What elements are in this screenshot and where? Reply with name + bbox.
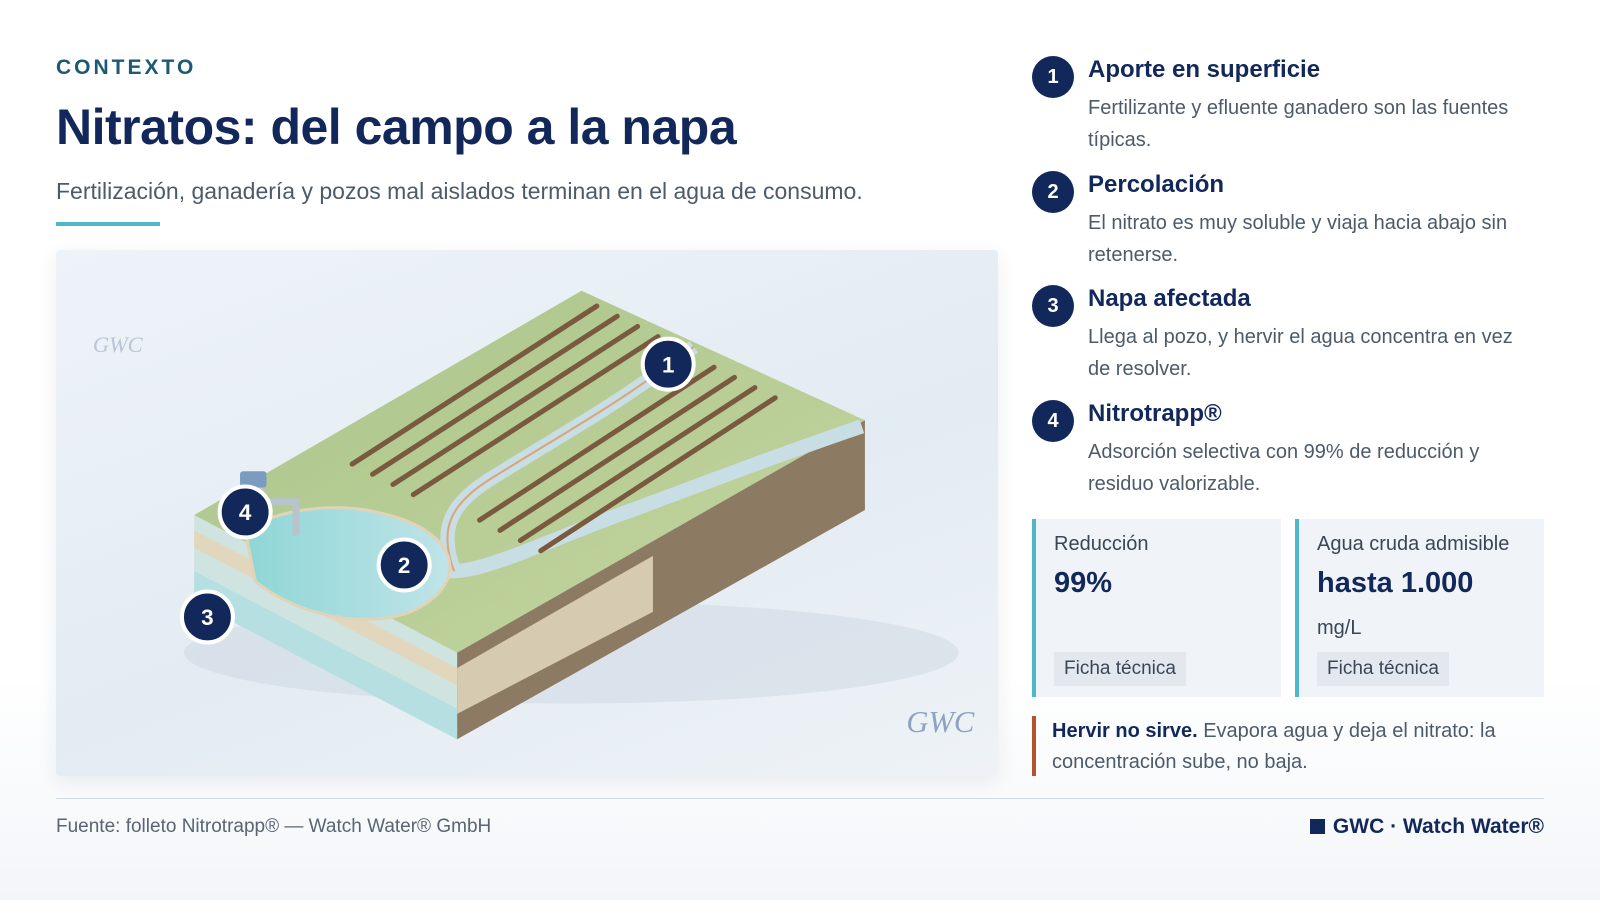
stat-value: hasta 1.000 bbox=[1317, 567, 1474, 599]
brand-text: GWC · Watch Water® bbox=[1332, 815, 1544, 838]
callout-badge bbox=[376, 537, 432, 593]
step-number: 3 bbox=[1032, 285, 1074, 327]
crop-rows bbox=[349, 303, 778, 554]
callouts: 1 2 3 4 bbox=[179, 336, 696, 645]
step-text: Adsorción selectiva con 99% de reducción… bbox=[1088, 441, 1480, 495]
stat-card: Reducción 99% Ficha técnica bbox=[1032, 519, 1281, 697]
step-text: Fertilizante y efluente ganadero son las… bbox=[1088, 97, 1509, 151]
accent-bar bbox=[56, 222, 160, 226]
watermark: GWC bbox=[906, 705, 975, 739]
right-soil bbox=[457, 555, 653, 714]
stat-value: 99% bbox=[1054, 567, 1113, 599]
stat-label: Agua cruda admisible bbox=[1317, 533, 1510, 555]
title: Nitratos: del campo a la napa bbox=[56, 99, 737, 155]
note-text: Evapora agua y deja el nitrato: la conce… bbox=[1052, 720, 1496, 773]
pump bbox=[240, 471, 267, 488]
aquifer-layer bbox=[194, 571, 458, 740]
callout-badge bbox=[640, 336, 696, 392]
note: Hervir no sirve. Evapora agua y deja el … bbox=[1032, 716, 1552, 776]
brand: GWC · Watch Water® bbox=[1309, 815, 1544, 839]
stat-link[interactable]: Ficha técnica bbox=[1054, 652, 1186, 686]
callout-badge bbox=[217, 484, 273, 540]
callout-number: 1 bbox=[662, 352, 674, 377]
brand-mark bbox=[1309, 819, 1325, 834]
stat-card: Agua cruda admisible hasta 1.000 mg/L Ficha… bbox=[1295, 519, 1544, 697]
nitrate-flow bbox=[446, 346, 695, 572]
step-title: Napa afectada bbox=[1088, 285, 1251, 312]
stat-label: Reducción bbox=[1054, 533, 1149, 555]
step-number: 2 bbox=[1032, 171, 1074, 213]
callout-badge bbox=[179, 589, 235, 645]
source: Fuente: folleto Nitrotrapp® — Watch Wate… bbox=[56, 816, 492, 837]
step-text: El nitrato es muy soluble y viaja hacia … bbox=[1088, 212, 1508, 266]
step-number: 1 bbox=[1032, 56, 1074, 98]
footer-rule bbox=[56, 798, 1544, 799]
note-strong: Hervir no sirve. bbox=[1052, 720, 1198, 742]
step-number: 4 bbox=[1032, 400, 1074, 442]
step-title: Percolación bbox=[1088, 171, 1225, 198]
watermark: GWC bbox=[93, 332, 144, 357]
step-title: Nitrotrapp® bbox=[1088, 400, 1222, 427]
step-title: Aporte en superficie bbox=[1088, 56, 1321, 83]
stat-unit: mg/L bbox=[1317, 617, 1362, 639]
kicker: CONTEXTO bbox=[56, 56, 197, 79]
illustration-svg: GWC GWC 1 2 3 4 bbox=[93, 290, 975, 740]
step-text: Llega al pozo, y hervir el agua concentr… bbox=[1088, 326, 1513, 380]
callout-number: 4 bbox=[239, 500, 252, 525]
stat-link[interactable]: Ficha técnica bbox=[1317, 652, 1449, 686]
illustration: GWC GWC 1 2 3 4 bbox=[56, 250, 998, 776]
callout-number: 3 bbox=[201, 605, 213, 630]
callout-number: 2 bbox=[398, 553, 410, 578]
subtitle: Fertilización, ganadería y pozos mal ais… bbox=[56, 178, 863, 204]
